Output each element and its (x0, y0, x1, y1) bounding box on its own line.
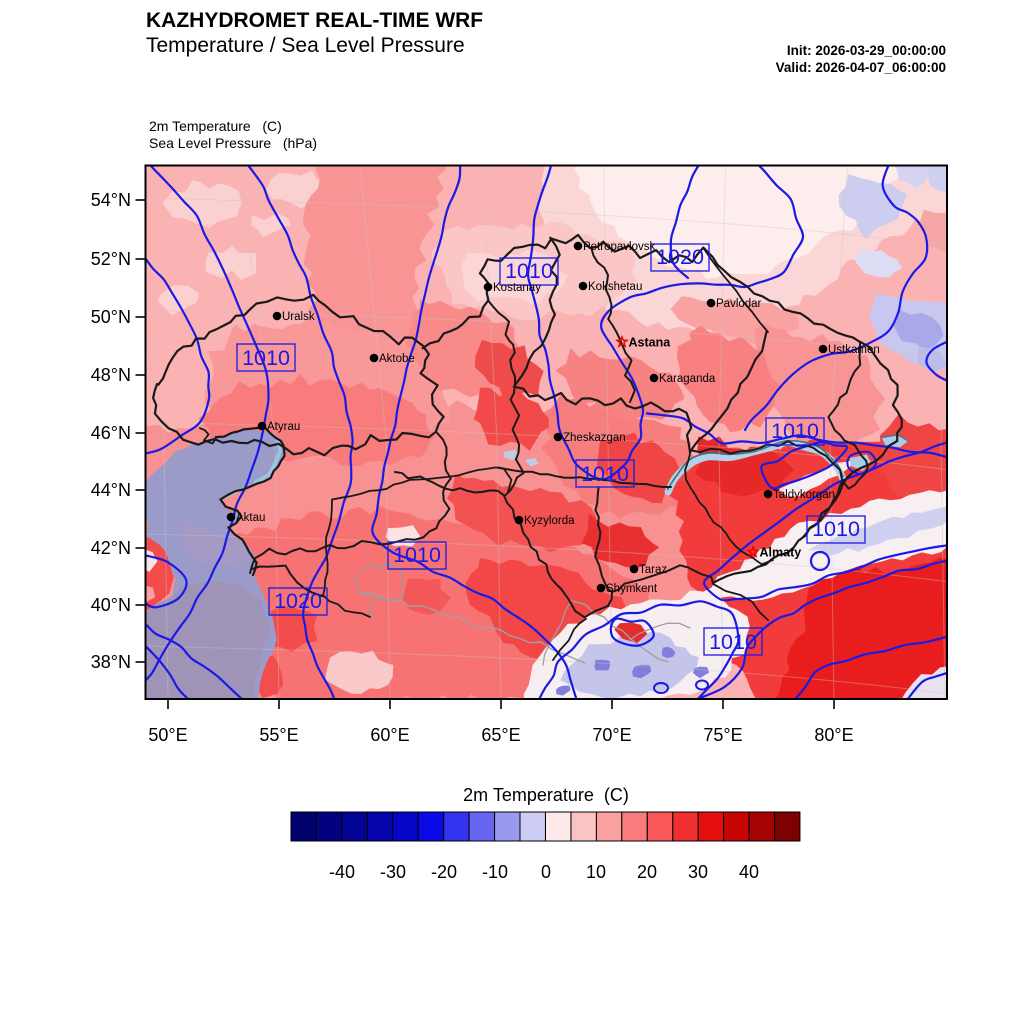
svg-text:2m Temperature (C): 2m Temperature (C) (149, 118, 282, 134)
svg-text:Kyzylorda: Kyzylorda (524, 515, 575, 527)
svg-text:48°N: 48°N (91, 365, 131, 385)
svg-text:-30: -30 (380, 862, 406, 882)
svg-text:-20: -20 (431, 862, 457, 882)
svg-text:70°E: 70°E (592, 725, 631, 745)
svg-text:1010: 1010 (771, 419, 819, 443)
svg-text:Kokshetau: Kokshetau (588, 281, 642, 293)
svg-text:10: 10 (586, 862, 606, 882)
svg-text:75°E: 75°E (703, 725, 742, 745)
svg-text:65°E: 65°E (481, 725, 520, 745)
svg-text:1020: 1020 (656, 245, 704, 269)
svg-text:Karaganda: Karaganda (659, 373, 716, 385)
svg-text:60°E: 60°E (370, 725, 409, 745)
svg-text:80°E: 80°E (814, 725, 853, 745)
svg-text:50°E: 50°E (148, 725, 187, 745)
svg-text:0: 0 (541, 862, 551, 882)
svg-text:20: 20 (637, 862, 657, 882)
svg-text:-10: -10 (482, 862, 508, 882)
svg-text:Almaty: Almaty (760, 546, 802, 560)
svg-text:40°N: 40°N (91, 595, 131, 615)
svg-text:Uralsk: Uralsk (282, 311, 315, 323)
svg-text:1010: 1010 (709, 630, 757, 654)
svg-text:Sea Level Pressure (hPa): Sea Level Pressure (hPa) (149, 135, 317, 151)
svg-text:Aktau: Aktau (236, 512, 265, 524)
svg-text:-40: -40 (329, 862, 355, 882)
svg-text:1010: 1010 (505, 259, 553, 283)
svg-text:30: 30 (688, 862, 708, 882)
svg-text:Aktobe: Aktobe (379, 353, 415, 365)
svg-text:KAZHYDROMET REAL-TIME WRF: KAZHYDROMET REAL-TIME WRF (146, 9, 483, 32)
svg-text:Valid: 2026-04-07_06:00:00: Valid: 2026-04-07_06:00:00 (776, 60, 946, 75)
svg-text:38°N: 38°N (91, 652, 131, 672)
svg-text:Shymkent: Shymkent (606, 583, 658, 595)
svg-text:Pavlodar: Pavlodar (716, 298, 762, 310)
svg-text:1010: 1010 (812, 517, 860, 541)
svg-text:Kostanay: Kostanay (493, 282, 541, 294)
svg-text:50°N: 50°N (91, 307, 131, 327)
svg-text:40: 40 (739, 862, 759, 882)
svg-text:Petropavlovsk: Petropavlovsk (583, 241, 655, 253)
svg-text:Atyrau: Atyrau (267, 421, 300, 433)
svg-text:44°N: 44°N (91, 480, 131, 500)
svg-text:55°E: 55°E (259, 725, 298, 745)
svg-text:42°N: 42°N (91, 538, 131, 558)
svg-text:1010: 1010 (242, 346, 290, 370)
svg-text:1010: 1010 (581, 462, 629, 486)
svg-text:Taraz: Taraz (639, 564, 667, 576)
svg-text:52°N: 52°N (91, 249, 131, 269)
svg-text:Ustkamen: Ustkamen (828, 344, 880, 356)
svg-text:1010: 1010 (393, 543, 441, 567)
svg-text:54°N: 54°N (91, 190, 131, 210)
svg-text:Temperature / Sea Level Pressu: Temperature / Sea Level Pressure (146, 34, 465, 57)
svg-text:46°N: 46°N (91, 423, 131, 443)
svg-text:2m Temperature (C): 2m Temperature (C) (463, 785, 629, 805)
svg-text:Taldykorgan: Taldykorgan (773, 489, 835, 501)
svg-text:Init: 2026-03-29_00:00:00: Init: 2026-03-29_00:00:00 (787, 43, 946, 58)
svg-text:1020: 1020 (274, 589, 322, 613)
svg-text:Astana: Astana (629, 336, 672, 350)
svg-text:Zheskazgan: Zheskazgan (563, 432, 626, 444)
